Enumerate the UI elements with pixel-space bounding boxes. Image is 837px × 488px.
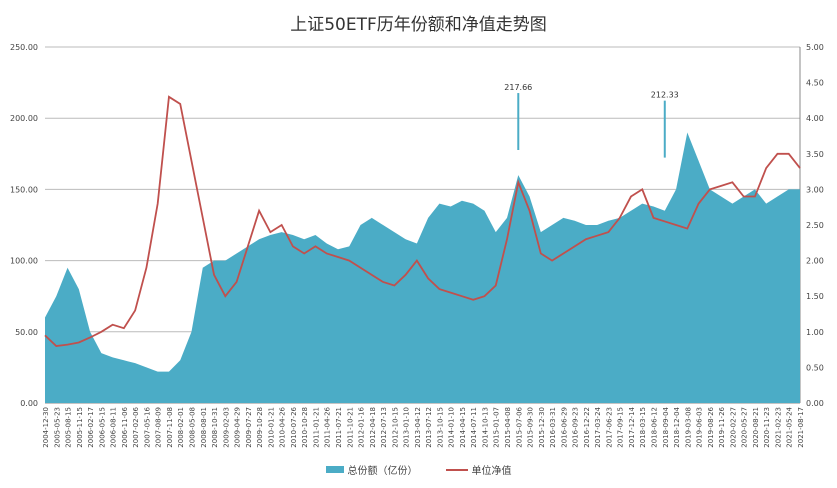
- y-right-tick-label: 1.50: [806, 292, 824, 301]
- x-tick-label: 2012-04-18: [369, 407, 377, 448]
- y-right-tick-label: 3.50: [806, 150, 824, 159]
- y-right-tick-label: 4.50: [806, 79, 824, 88]
- x-tick-label: 2020-11-23: [763, 407, 771, 448]
- x-tick-label: 2005-08-15: [65, 407, 73, 448]
- x-tick-label: 2013-01-10: [403, 407, 411, 448]
- x-tick-label: 2017-03-24: [594, 406, 602, 447]
- x-tick-label: 2020-05-27: [741, 407, 749, 448]
- x-tick-label: 2021-02-23: [774, 407, 782, 448]
- x-tick-label: 2007-05-16: [143, 406, 151, 447]
- x-tick-label: 2007-11-08: [166, 407, 174, 448]
- x-tick-label: 2006-02-17: [87, 407, 95, 448]
- x-tick-label: 2014-07-11: [470, 407, 478, 448]
- y-right-tick-label: 4.00: [806, 114, 824, 123]
- x-tick-label: 2010-04-26: [279, 406, 287, 447]
- x-tick-label: 2011-10-21: [346, 407, 354, 448]
- x-tick-label: 2021-08-17: [797, 407, 805, 448]
- legend-item-nav: 单位净值: [445, 462, 512, 477]
- x-tick-label: 2010-10-28: [301, 407, 309, 448]
- y-left-tick-label: 250.00: [10, 43, 38, 52]
- x-tick-label: 2011-04-26: [324, 406, 332, 447]
- annotation-label: 217.66: [504, 83, 532, 92]
- x-tick-label: 2012-01-16: [358, 406, 366, 447]
- x-tick-label: 2014-01-10: [448, 407, 456, 448]
- y-right-tick-label: 2.50: [806, 221, 824, 230]
- y-left-tick-label: 150.00: [10, 185, 38, 194]
- legend-swatch-area: [325, 466, 344, 473]
- x-tick-label: 2009-10-28: [256, 407, 264, 448]
- x-tick-label: 2007-02-06: [132, 406, 140, 447]
- x-tick-label: 2004-12-30: [42, 407, 50, 448]
- y-right-tick-label: 2.00: [806, 257, 824, 266]
- legend-label-nav: 单位净值: [471, 466, 512, 477]
- x-tick-label: 2021-05-24: [786, 406, 794, 447]
- y-right-tick-label: 0.00: [806, 399, 824, 408]
- x-tick-label: 2008-10-31: [211, 407, 219, 448]
- y-left-tick-label: 0.00: [20, 399, 38, 408]
- x-tick-label: 2019-03-08: [684, 407, 692, 448]
- annotation-label: 212.33: [651, 91, 679, 100]
- line-series-nav: [44, 95, 801, 347]
- x-tick-label: 2007-08-09: [155, 407, 163, 448]
- x-tick-label: 2018-03-15: [639, 407, 647, 448]
- x-tick-label: 2005-11-15: [76, 407, 84, 448]
- x-tick-label: 2008-05-08: [188, 407, 196, 448]
- x-tick-label: 2018-06-12: [651, 407, 659, 448]
- y-right-tick-label: 1.00: [806, 328, 824, 337]
- x-tick-label: 2016-12-22: [583, 407, 591, 448]
- legend-label-share: 总份额（亿份）: [347, 466, 418, 477]
- x-tick-label: 2019-11-26: [718, 406, 726, 447]
- x-tick-label: 2014-04-15: [459, 407, 467, 448]
- x-tick-label: 2015-04-08: [504, 407, 512, 448]
- x-tick-label: 2008-08-01: [200, 407, 208, 448]
- x-tick-label: 2015-07-06: [515, 406, 523, 447]
- area-series-share: [45, 132, 800, 403]
- x-tick-label: 2013-07-12: [425, 407, 433, 448]
- x-tick-label: 2013-10-15: [436, 407, 444, 448]
- x-tick-label: 2014-10-13: [481, 407, 489, 448]
- x-tick-label: 2010-07-26: [290, 406, 298, 447]
- x-tick-label: 2009-07-27: [245, 407, 253, 448]
- x-tick-label: 2011-01-21: [312, 407, 320, 448]
- x-tick-label: 2012-10-15: [391, 407, 399, 448]
- x-tick-label: 2017-09-15: [617, 407, 625, 448]
- x-tick-label: 2011-07-21: [335, 407, 343, 448]
- x-tick-label: 2016-03-31: [549, 407, 557, 448]
- x-tick-label: 2016-09-23: [572, 407, 580, 448]
- x-tick-label: 2009-02-03: [222, 407, 230, 448]
- y-right-tick-label: 3.00: [806, 185, 824, 194]
- x-tick-label: 2015-01-07: [493, 407, 501, 448]
- x-tick-label: 2005-05-23: [53, 407, 61, 448]
- x-tick-label: 2020-08-21: [752, 407, 760, 448]
- x-tick-label: 2016-06-29: [560, 407, 568, 448]
- legend-item-share: 总份额（亿份）: [325, 462, 418, 477]
- x-tick-label: 2009-04-29: [234, 407, 242, 448]
- x-tick-label: 2020-02-27: [729, 407, 737, 448]
- x-tick-label: 2015-09-30: [527, 407, 535, 448]
- x-tick-label: 2019-08-26: [707, 406, 715, 447]
- x-tick-label: 2018-12-04: [673, 406, 681, 447]
- x-tick-label: 2017-06-23: [605, 407, 613, 448]
- legend: 总份额（亿份） 单位净值: [0, 462, 837, 477]
- x-tick-label: 2006-11-06: [121, 406, 129, 447]
- y-left-tick-label: 100.00: [10, 257, 38, 266]
- x-tick-label: 2012-07-13: [380, 407, 388, 448]
- legend-swatch-line: [445, 468, 468, 471]
- x-tick-label: 2018-09-04: [662, 406, 670, 447]
- x-tick-label: 2006-05-15: [98, 407, 106, 448]
- y-left-tick-label: 200.00: [10, 114, 38, 123]
- chart-title: 上证50ETF历年份额和净值走势图: [290, 15, 547, 35]
- x-tick-label: 2013-04-12: [414, 407, 422, 448]
- y-right-tick-label: 0.50: [806, 363, 824, 372]
- y-left-tick-label: 50.00: [15, 328, 38, 337]
- x-tick-label: 2017-12-14: [628, 406, 636, 447]
- y-right-tick-label: 5.00: [806, 43, 824, 52]
- x-tick-label: 2019-06-03: [696, 407, 704, 448]
- x-tick-label: 2015-12-30: [538, 407, 546, 448]
- x-tick-label: 2006-08-11: [110, 407, 118, 448]
- x-tick-label: 2010-01-21: [267, 407, 275, 448]
- x-tick-label: 2008-02-01: [177, 407, 185, 448]
